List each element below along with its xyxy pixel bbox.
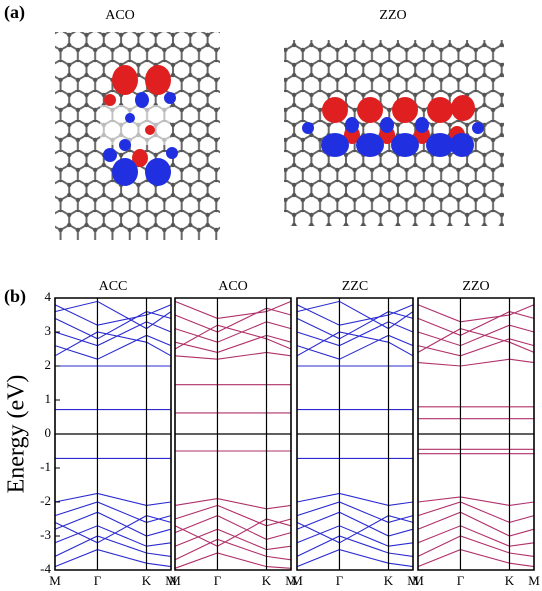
band [417,501,535,523]
structure-label: ACO [105,8,135,23]
x-tick-label: M [528,573,540,588]
band [296,515,414,544]
band [296,549,414,568]
y-tick-label: 4 [45,289,52,304]
plot-frame [417,297,535,571]
band [174,307,292,333]
band [296,334,414,360]
band [54,535,172,557]
band [174,498,292,510]
plot-title: ZZO [462,279,489,294]
structure-label: ZZO [379,8,406,23]
band [174,351,292,360]
x-tick-label: M [165,573,177,588]
band [417,338,535,357]
band [417,511,535,537]
band [296,492,414,506]
panel-label: (a) [4,2,25,23]
x-tick-label: M [407,573,419,588]
y-tick-label: 3 [45,323,52,338]
y-tick-label: 1 [45,391,52,406]
x-tick-label: Γ [457,573,465,588]
x-tick-label: M [412,573,424,588]
x-tick-label: M [49,573,61,588]
band [296,511,414,537]
band [296,535,414,557]
y-tick-label: 2 [45,357,52,372]
x-tick-label: Γ [336,573,344,588]
band [54,331,172,357]
panel-label: (b) [4,286,26,307]
x-tick-label: K [142,573,152,588]
band [174,518,292,547]
x-tick-label: K [262,573,272,588]
x-tick-label: M [285,573,297,588]
band [417,304,535,323]
plot-frame [174,297,292,571]
band [54,549,172,568]
plot-title: ACC [99,279,128,294]
x-tick-label: M [169,573,181,588]
plot-title: ZZC [342,279,368,294]
band [54,525,172,547]
band [296,300,414,330]
band [174,514,292,540]
band [54,511,172,537]
y-axis-label: Energy (eV) [4,375,30,494]
band [174,300,292,319]
band [417,311,535,337]
band [417,549,535,568]
structure-aco [55,32,220,240]
band [296,321,414,347]
band [417,496,535,506]
band [296,311,414,340]
band [54,515,172,544]
band [174,552,292,569]
band [174,334,292,353]
band [174,324,292,350]
y-tick-label: -2 [40,493,51,508]
band [296,525,414,547]
band [54,334,172,360]
x-tick-label: Γ [214,573,222,588]
plot-frame [296,297,414,571]
x-tick-label: M [291,573,303,588]
band [54,321,172,347]
x-tick-label: K [384,573,394,588]
band [417,535,535,557]
band [174,528,292,551]
band [417,328,535,353]
band [296,331,414,357]
band [54,300,172,330]
band [296,304,414,326]
y-tick-label: 0 [45,425,52,440]
band [417,358,535,367]
band [54,304,172,326]
y-tick-label: -1 [40,459,51,474]
y-tick-label: -3 [40,527,51,542]
band [174,538,292,561]
band [417,525,535,547]
x-tick-label: Γ [94,573,102,588]
band [54,311,172,340]
y-tick-label: -4 [40,561,51,576]
plot-frame [54,297,172,571]
structure-zzo [284,40,504,226]
plot-title: ACO [218,279,248,294]
band [54,492,172,506]
x-tick-label: K [505,573,515,588]
